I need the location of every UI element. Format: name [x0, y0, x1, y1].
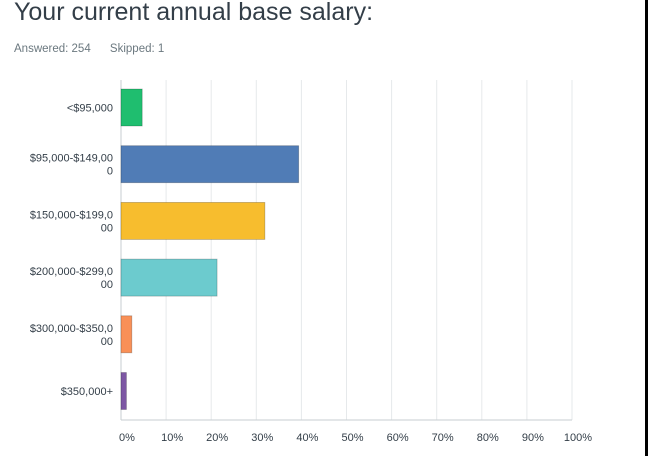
x-tick-label: 10%	[161, 432, 183, 444]
window-edge	[645, 0, 648, 456]
x-tick-label: 70%	[432, 432, 454, 444]
category-label: 0	[107, 166, 113, 178]
bar[interactable]	[120, 145, 300, 184]
x-tick-label: 60%	[387, 432, 409, 444]
answered-count: Answered: 254	[14, 43, 91, 55]
bar[interactable]	[120, 201, 266, 240]
x-tick-label: 30%	[251, 432, 273, 444]
bar[interactable]	[120, 372, 127, 410]
question-title: Your current annual base salary:	[14, 0, 374, 26]
grid-layer	[120, 80, 573, 421]
x-tick-label: 50%	[341, 432, 363, 444]
category-labels: <$95,000$95,000-$149,000$150,000-$199,00…	[30, 103, 113, 399]
category-label: 00	[101, 222, 113, 234]
x-axis-ticks: 0% 10% 20% 30% 40% 50% 60% 70% 80% 90% 100%	[119, 432, 592, 444]
x-tick-label: 80%	[477, 432, 499, 444]
category-label: 00	[101, 279, 113, 291]
category-label: $300,000-$350,0	[30, 323, 113, 335]
category-label: <$95,000	[67, 103, 113, 115]
category-label: 00	[101, 336, 113, 348]
category-label: $200,000-$299,0	[30, 266, 113, 278]
bar[interactable]	[120, 88, 143, 127]
skipped-count: Skipped: 1	[109, 43, 165, 55]
category-label: $150,000-$199,0	[30, 209, 113, 221]
bar-layer	[120, 88, 300, 410]
x-tick-label: 0%	[119, 432, 135, 444]
bar[interactable]	[120, 315, 133, 354]
category-label: $95,000-$149,00	[30, 153, 113, 165]
x-tick-label: 40%	[296, 432, 318, 444]
x-tick-label: 20%	[206, 432, 228, 444]
x-tick-label: 100%	[564, 432, 592, 444]
bar[interactable]	[120, 258, 218, 297]
x-tick-label: 90%	[522, 432, 544, 444]
response-stats: Answered: 254 Skipped: 1	[14, 43, 164, 55]
category-label: $350,000+	[61, 386, 113, 398]
